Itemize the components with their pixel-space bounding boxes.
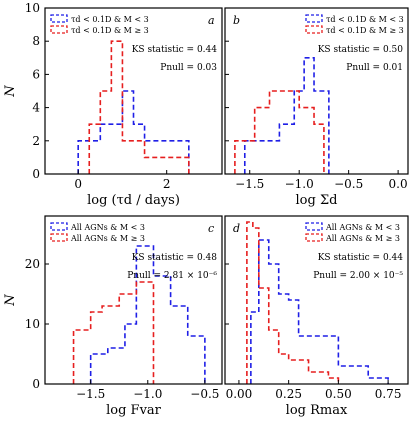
- xtick-label-a-0: 0: [74, 177, 82, 191]
- legend-label-a-0: τd < 0.1D & M < 3: [71, 15, 149, 24]
- xtick-label-d-0: 0.00: [226, 387, 253, 401]
- xtick-label-b-3: 0.0: [389, 177, 408, 191]
- xtick-label-b-0: −1.5: [235, 177, 264, 191]
- ytick-label-a-5: 10: [25, 1, 40, 15]
- xtick-label-c-0: −1.5: [76, 387, 105, 401]
- panel-label-b: b: [233, 14, 240, 27]
- ks-statistic-b: KS statistic = 0.50: [318, 45, 404, 55]
- hist-c-series-0: [89, 245, 206, 384]
- xtick-label-d-1: 0.25: [275, 387, 302, 401]
- xlabel-a: log (τd / days): [87, 193, 180, 208]
- xtick-label-c-2: −0.5: [190, 387, 219, 401]
- ytick-label-c-0: 0: [32, 377, 40, 391]
- legend-swatch-a-0: [50, 14, 68, 23]
- p-null-a: Pnull = 0.03: [160, 63, 217, 73]
- xtick-label-d-3: 0.75: [375, 387, 402, 401]
- legend-label-d-0: All AGNs & M < 3: [325, 223, 400, 232]
- legend-label-b-0: τd < 0.1D & M < 3: [326, 15, 404, 24]
- hist-d-series-1: [246, 221, 340, 384]
- legend-label-c-1: All AGNs & M ≥ 3: [70, 234, 145, 243]
- legend-label-b-1: τd < 0.1D & M ≥ 3: [326, 26, 404, 35]
- ytick-label-a-3: 6: [32, 67, 40, 81]
- hist-b-series-0: [243, 57, 330, 174]
- xlabel-c: log Fvar: [106, 403, 162, 418]
- legend-swatch-c-1: [50, 233, 68, 242]
- panel-d: 0.00 0.25 0.50 0.75 log Rmax All AGNs & M < 3…: [224, 215, 409, 418]
- xlabel-b: log Σd: [296, 193, 338, 208]
- hist-b-series-1: [234, 90, 325, 174]
- p-null-c: Pnull = 2.81 × 10⁻⁶: [127, 271, 217, 281]
- ks-statistic-c: KS statistic = 0.48: [132, 253, 218, 263]
- panel-a: 0 2 0 2 4 6 8 10 log (τd / days) Nτd < 0.1D & M <…: [3, 1, 223, 208]
- xtick-label-d-2: 0.50: [325, 387, 352, 401]
- hist-a-series-1: [88, 40, 190, 174]
- ks-statistic-a: KS statistic = 0.44: [132, 45, 218, 55]
- panel-label-a: a: [208, 14, 215, 27]
- ytick-label-c-1: 10: [25, 317, 40, 331]
- ytick-label-a-0: 0: [32, 167, 40, 181]
- ylabel-c: N: [3, 294, 18, 307]
- ks-statistic-d: KS statistic = 0.44: [318, 253, 404, 263]
- panel-label-c: c: [208, 222, 214, 235]
- panel-c: −1.5 −1.0 −0.5 0 10 20 log Fvar N All AGNs & M <…: [3, 215, 223, 418]
- ytick-label-c-2: 20: [25, 257, 40, 271]
- legend-label-d-1: All AGNs & M ≥ 3: [325, 234, 400, 243]
- legend-swatch-d-0: [305, 222, 323, 231]
- ytick-label-a-1: 2: [32, 134, 40, 148]
- p-null-d: Pnull = 2.00 × 10⁻⁵: [313, 271, 403, 281]
- xlabel-d: log Rmax: [286, 403, 348, 418]
- ytick-label-a-4: 8: [32, 34, 40, 48]
- xtick-label-b-1: −1.0: [285, 177, 314, 191]
- panel-label-d: d: [233, 222, 240, 235]
- panel-b: −1.5 −1.0 −0.5 0.0 log Σd τd < 0.1D & M < 3 τd…: [224, 7, 409, 208]
- hist-c-series-1: [72, 281, 155, 384]
- p-null-b: Pnull = 0.01: [346, 63, 403, 73]
- axes-frame-c: [44, 215, 223, 385]
- legend-swatch-c-0: [50, 222, 68, 231]
- xtick-label-c-1: −1.0: [133, 387, 162, 401]
- legend-label-a-1: τd < 0.1D & M ≥ 3: [71, 26, 149, 35]
- xtick-label-b-2: −0.5: [334, 177, 363, 191]
- hist-a-series-0: [77, 90, 190, 174]
- ylabel-a: N: [3, 85, 18, 98]
- legend-swatch-b-0: [305, 14, 323, 23]
- ytick-label-a-2: 4: [32, 101, 40, 115]
- legend-swatch-d-1: [305, 233, 323, 242]
- axes-frame-d: [224, 215, 409, 385]
- axes-frame-a: [44, 7, 223, 175]
- xtick-label-a-1: 2: [163, 177, 171, 191]
- legend-label-c-0: All AGNs & M < 3: [70, 223, 145, 232]
- legend-swatch-a-1: [50, 25, 68, 34]
- axes-frame-b: [224, 7, 409, 175]
- legend-swatch-b-1: [305, 25, 323, 34]
